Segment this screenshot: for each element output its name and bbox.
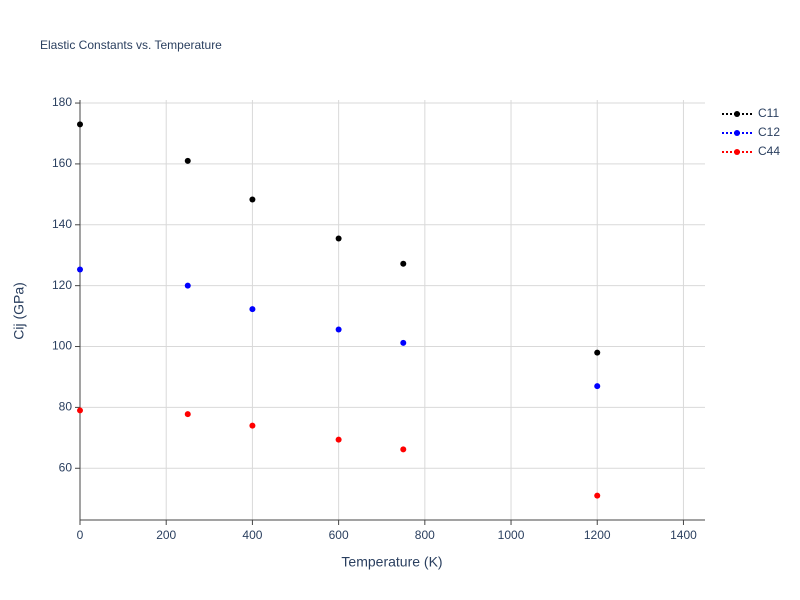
data-point [184, 411, 191, 418]
legend-label: C12 [758, 125, 780, 139]
x-tick-label: 200 [156, 528, 176, 542]
data-point [249, 422, 256, 429]
y-tick-label: 120 [52, 278, 72, 292]
data-point [594, 492, 601, 499]
data-point [249, 196, 256, 203]
y-tick-label: 80 [59, 400, 73, 414]
data-point [184, 282, 191, 289]
data-point [400, 260, 407, 267]
data-point [594, 349, 601, 356]
data-point [400, 446, 407, 453]
data-point [594, 383, 601, 390]
data-point [400, 339, 407, 346]
legend-label: C11 [758, 106, 779, 120]
data-point [249, 306, 256, 313]
y-tick-label: 60 [59, 460, 73, 474]
legend-marker [734, 111, 740, 117]
x-tick-label: 0 [77, 528, 84, 542]
legend-marker [734, 149, 740, 155]
x-tick-label: 1000 [498, 528, 525, 542]
data-point [184, 157, 191, 164]
x-tick-label: 800 [415, 528, 435, 542]
x-tick-label: 1200 [584, 528, 611, 542]
x-tick-label: 1400 [670, 528, 697, 542]
data-point [335, 235, 342, 242]
data-point [77, 407, 83, 414]
y-tick-label: 160 [52, 156, 72, 170]
legend-marker [734, 130, 740, 136]
x-tick-label: 400 [242, 528, 262, 542]
chart-title: Elastic Constants vs. Temperature [40, 38, 222, 52]
data-point [335, 436, 342, 443]
y-tick-label: 100 [52, 339, 72, 353]
data-point [77, 266, 83, 273]
y-tick-label: 140 [52, 217, 72, 231]
data-point [335, 326, 342, 333]
legend-label: C44 [758, 144, 780, 158]
y-tick-label: 180 [52, 95, 72, 109]
data-point [77, 121, 83, 128]
x-tick-label: 600 [329, 528, 349, 542]
x-axis-title: Temperature (K) [341, 554, 442, 570]
y-axis-title: Cij (GPa) [11, 282, 27, 340]
